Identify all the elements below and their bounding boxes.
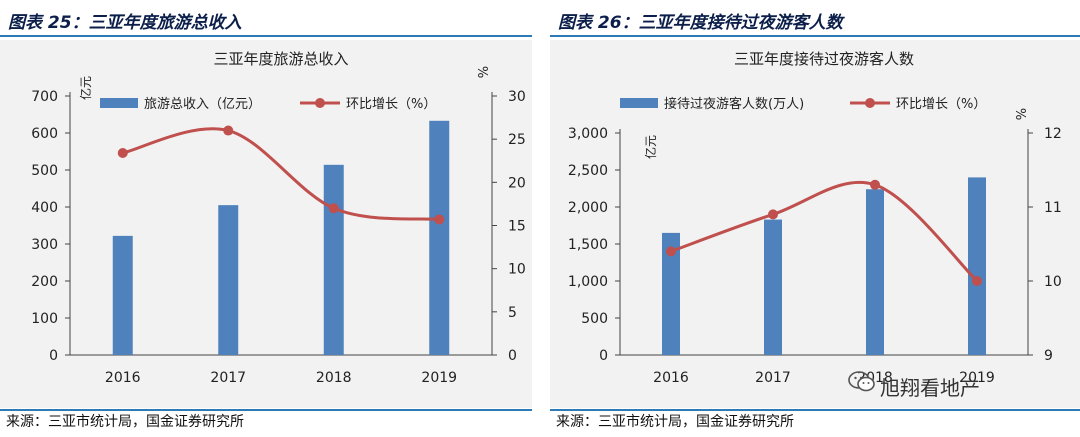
source-rule [550, 409, 1080, 411]
growth-point-2016 [666, 246, 676, 257]
y-tick-label-left: 200 [31, 274, 58, 290]
figure-caption: 图表 26：三亚年度接待过夜游客人数 [558, 13, 843, 33]
y-tick-label-right: 5 [508, 305, 517, 321]
y-tick-label-right: 30 [508, 89, 526, 105]
wechat-icon [848, 371, 875, 392]
legend-bar-swatch [620, 98, 658, 108]
chart-title: 三亚年度接待过夜游客人数 [734, 50, 914, 68]
y-tick-label-left: 3,000 [568, 126, 608, 142]
y-tick-label-right: 25 [508, 132, 526, 148]
y-axis-unit-right: % [1015, 108, 1030, 120]
y-tick-label-right: 11 [1044, 200, 1062, 216]
x-tick-label: 2016 [653, 370, 689, 386]
legend-line-marker [315, 98, 325, 108]
figure-panel-2: 图表 26：三亚年度接待过夜游客人数 三亚年度接待过夜游客人数亿元% 接待过夜游客… [550, 0, 1080, 437]
growth-line [670, 180, 979, 283]
bar-2018 [323, 164, 344, 355]
y-tick-label-left: 100 [31, 311, 58, 327]
y-tick-label-left: 600 [31, 126, 58, 142]
bar-2017 [764, 219, 782, 355]
y-tick-label-left: 400 [31, 200, 58, 216]
caption-rule [550, 35, 1080, 37]
caption-rule [0, 35, 532, 37]
growth-point-2016 [117, 147, 128, 158]
legend-bar-swatch [100, 98, 138, 108]
bar-2019 [429, 120, 450, 355]
bar-2019 [968, 177, 986, 355]
growth-point-2017 [768, 209, 778, 220]
y-tick-label-right: 10 [1044, 274, 1062, 290]
watermark-text: 旭翔看地产 [880, 376, 980, 400]
y-tick-label-left: 0 [49, 348, 58, 364]
x-tick-label: 2019 [421, 370, 457, 386]
growth-point-2017 [223, 125, 234, 136]
legend-line-label: 环比增长（%） [346, 97, 436, 112]
source-rule [0, 409, 532, 411]
y-tick-label-left: 1,000 [568, 274, 608, 290]
figure-panel-1: 图表 25：三亚年度旅游总收入 三亚年度旅游总收入亿元% 旅游总收入（亿元） 环比增… [0, 0, 532, 437]
chart-title: 三亚年度旅游总收入 [213, 50, 348, 68]
legend-bar-label: 旅游总收入（亿元） [144, 97, 261, 112]
source-note: 来源：三亚市统计局，国金证券研究所 [6, 414, 244, 430]
legend-bar-label: 接待过夜游客人数(万人) [664, 96, 804, 112]
x-tick-label: 2017 [210, 370, 246, 386]
y-tick-label-right: 10 [508, 262, 526, 278]
growth-line [122, 127, 440, 221]
y-tick-label-right: 0 [508, 348, 517, 364]
y-axis-unit-right: % [477, 66, 492, 78]
legend-line-marker [865, 98, 875, 108]
y-tick-label-right: 20 [508, 175, 526, 191]
x-tick-label: 2017 [755, 370, 791, 386]
y-tick-label-left: 2,500 [568, 163, 608, 179]
y-tick-label-left: 700 [31, 89, 58, 105]
legend-line-label: 环比增长（%） [896, 97, 986, 112]
bar-2016 [112, 235, 133, 355]
source-note: 来源：三亚市统计局，国金证券研究所 [556, 414, 794, 430]
y-axis-unit-left: 亿元 [78, 76, 93, 100]
bar-2016 [662, 232, 680, 355]
growth-point-2018 [328, 203, 339, 214]
x-tick-label: 2018 [316, 370, 352, 386]
bar-2018 [866, 189, 884, 355]
growth-point-2018 [870, 179, 880, 190]
y-tick-label-right: 9 [1044, 348, 1053, 364]
y-tick-label-left: 0 [599, 348, 608, 364]
growth-point-2019 [434, 214, 445, 225]
y-tick-label-left: 500 [31, 163, 58, 179]
y-tick-label-left: 500 [581, 311, 608, 327]
y-tick-label-right: 12 [1044, 126, 1062, 142]
x-tick-label: 2019 [959, 370, 995, 386]
bar-2017 [218, 205, 239, 355]
growth-point-2019 [972, 276, 982, 286]
y-axis-unit-left: 亿元 [643, 135, 658, 159]
y-tick-label-right: 15 [508, 219, 526, 235]
x-tick-label: 2016 [105, 370, 141, 386]
y-tick-label-left: 300 [31, 237, 58, 253]
figure-caption: 图表 25：三亚年度旅游总收入 [8, 13, 242, 33]
y-tick-label-left: 2,000 [568, 200, 608, 216]
y-tick-label-left: 1,500 [568, 237, 608, 253]
